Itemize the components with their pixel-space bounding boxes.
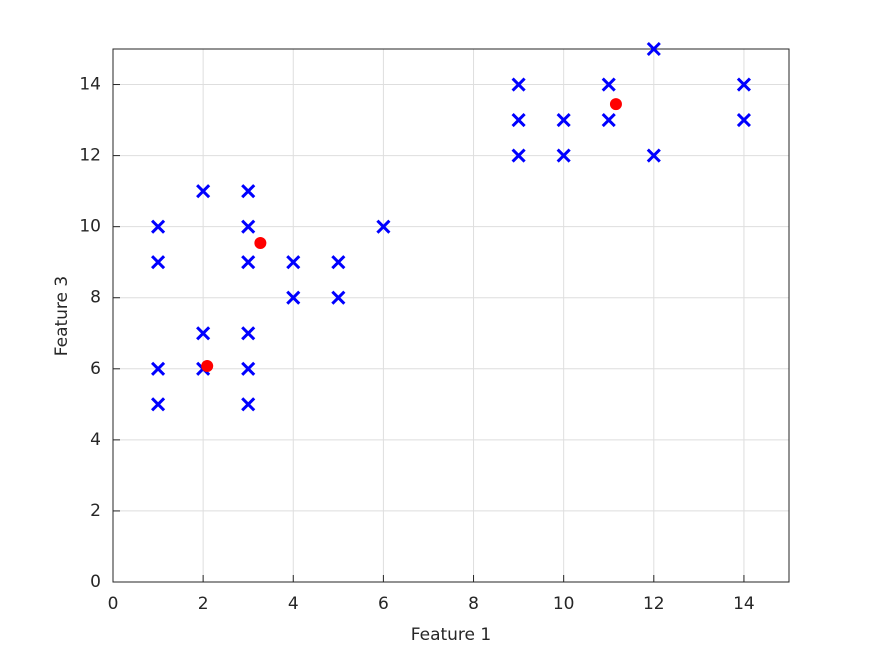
x-marker	[511, 148, 526, 163]
x-tick-label: 12	[643, 594, 665, 614]
x-marker	[736, 113, 751, 128]
centroid-marker	[609, 98, 622, 111]
x-marker	[151, 255, 166, 270]
x-marker	[241, 326, 256, 341]
x-tick-label: 0	[108, 594, 119, 614]
x-marker	[241, 219, 256, 234]
x-tick-label: 10	[553, 594, 575, 614]
y-axis-label: Feature 3	[52, 276, 72, 356]
plot-frame	[112, 48, 790, 583]
x-marker	[331, 255, 346, 270]
x-marker	[376, 219, 391, 234]
x-marker	[151, 361, 166, 376]
x-marker	[556, 148, 571, 163]
y-tick-label: 4	[90, 430, 101, 450]
x-marker	[646, 41, 661, 57]
y-tick-label: 8	[90, 288, 101, 308]
x-marker	[646, 148, 661, 163]
y-tick-label: 12	[79, 146, 101, 166]
y-tick-label: 6	[90, 359, 101, 379]
x-tick-label: 2	[198, 594, 209, 614]
x-marker	[601, 77, 616, 92]
x-axis-label: Feature 1	[411, 625, 491, 645]
y-tick-label: 2	[90, 501, 101, 521]
x-marker	[736, 77, 751, 92]
x-marker	[151, 219, 166, 234]
y-tick-label: 14	[79, 75, 101, 95]
x-tick-label: 14	[733, 594, 755, 614]
x-tick-label: 4	[288, 594, 299, 614]
x-marker	[601, 113, 616, 128]
x-marker	[196, 184, 211, 199]
x-marker	[151, 397, 166, 412]
x-marker	[241, 361, 256, 376]
x-marker	[241, 255, 256, 270]
x-marker	[286, 255, 301, 270]
x-tick-label: 8	[468, 594, 479, 614]
x-marker	[241, 397, 256, 412]
x-marker	[331, 290, 346, 305]
x-marker	[556, 113, 571, 128]
x-tick-label: 6	[378, 594, 389, 614]
x-marker	[286, 290, 301, 305]
y-tick-label: 0	[90, 572, 101, 592]
y-tick-label: 10	[79, 217, 101, 237]
grid	[112, 49, 789, 583]
centroid-marker	[254, 237, 267, 250]
x-marker	[196, 326, 211, 341]
x-marker	[511, 113, 526, 128]
x-marker	[241, 184, 256, 199]
centroid-marker	[201, 359, 214, 372]
x-marker	[511, 77, 526, 92]
